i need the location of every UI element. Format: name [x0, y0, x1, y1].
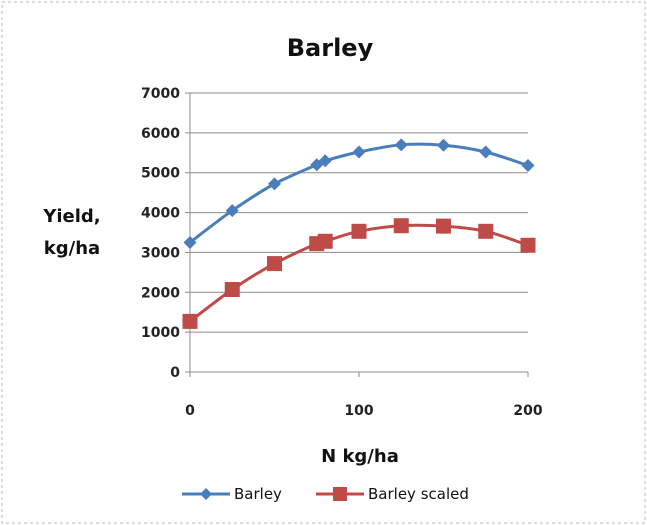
x-axis-title: N kg/ha [321, 446, 399, 467]
y-tick-labels: 0 1000 2000 3000 4000 5000 6000 7000 [141, 86, 180, 381]
legend-label-barley-scaled: Barley scaled [368, 485, 469, 503]
data-point-1-2 [267, 256, 282, 272]
chart-title: Barley [287, 34, 374, 62]
data-point-1-7 [436, 218, 451, 234]
data-point-0-5 [352, 145, 366, 159]
data-point-1-6 [393, 218, 409, 234]
y-tick-label-6000: 6000 [141, 126, 180, 142]
data-point-0-1 [225, 204, 239, 218]
grid-lines [190, 92, 528, 333]
x-tick-label-200: 200 [513, 403, 542, 419]
legend-label-barley: Barley [234, 485, 282, 503]
data-point-0-6 [394, 138, 408, 152]
data-point-1-0 [182, 313, 198, 329]
y-tick-label-0: 0 [170, 365, 180, 381]
data-point-0-9 [521, 159, 535, 173]
legend-square-icon [333, 487, 347, 501]
data-point-1-8 [478, 223, 494, 239]
legend-diamond-icon [200, 488, 212, 500]
series-line-0 [189, 142, 529, 244]
data-point-0-4 [318, 154, 332, 168]
series-barley-scaled [182, 218, 536, 329]
data-point-0-7 [437, 138, 450, 152]
x-tick-labels: 0 100 200 [185, 403, 543, 419]
series-layer [182, 138, 536, 329]
series-line-1 [189, 223, 529, 323]
series-barley [183, 138, 535, 249]
data-point-1-1 [224, 281, 240, 297]
data-point-1-4 [317, 233, 333, 249]
y-tick-label-2000: 2000 [141, 285, 180, 301]
x-tick-label-100: 100 [344, 403, 373, 419]
y-tick-label-1000: 1000 [141, 325, 180, 341]
y-tick-label-4000: 4000 [141, 206, 180, 222]
y-axis-title-line2: kg/ha [44, 238, 100, 259]
y-tick-label-7000: 7000 [141, 86, 180, 102]
x-tick-label-0: 0 [185, 403, 195, 419]
legend: Barley Barley scaled [182, 485, 469, 503]
data-point-0-8 [479, 145, 493, 159]
y-tick-label-5000: 5000 [141, 166, 180, 182]
data-point-1-5 [351, 223, 367, 239]
y-tick-label-3000: 3000 [141, 245, 180, 261]
data-point-1-9 [520, 237, 536, 253]
y-axis-title-line1: Yield, [42, 206, 100, 227]
data-point-0-0 [183, 235, 197, 249]
data-point-0-2 [268, 177, 281, 191]
